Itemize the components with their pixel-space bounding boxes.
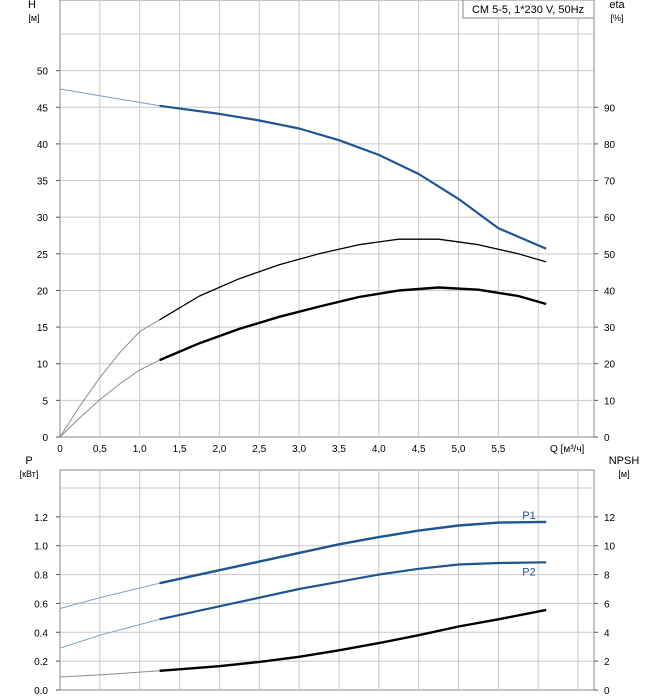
efficiency-tick-label: 60 xyxy=(604,213,616,224)
npsh-tick-label: 8 xyxy=(604,571,610,582)
efficiency-curve-extrapolated-line xyxy=(59,319,160,438)
flow-tick-label: 5,5 xyxy=(491,444,505,455)
head-curve-line xyxy=(159,104,547,250)
efficiency-tick-label: 50 xyxy=(604,250,616,261)
series-label-p2: P2 xyxy=(522,566,535,578)
efficiency-tick-label: 70 xyxy=(604,177,616,188)
head-tick-label: 25 xyxy=(37,250,49,261)
head-tick-label: 35 xyxy=(37,177,49,188)
head-chart-frame xyxy=(59,0,595,438)
head-tick-label: 10 xyxy=(37,360,49,371)
title-box xyxy=(462,0,595,19)
power-tick-label: 0.4 xyxy=(34,628,48,639)
head-axis-label: H xyxy=(28,0,36,11)
head-tick-label: 40 xyxy=(37,140,49,151)
power-axis-label: P xyxy=(25,455,32,467)
power-tick-label: 0.8 xyxy=(34,571,48,582)
efficiency-tick-label: 20 xyxy=(604,360,616,371)
head-axis-unit: [м] xyxy=(28,13,39,23)
efficiency-axis-ticks: 0 10 20 30 40 50 60 70 80 90 xyxy=(594,103,616,444)
head-tick-label: 20 xyxy=(37,286,49,297)
head-tick-label: 50 xyxy=(37,67,49,78)
head-axis-ticks: 0 5 10 15 20 25 30 35 40 45 50 xyxy=(37,67,60,444)
flow-tick-label: 3,0 xyxy=(292,444,306,455)
flow-tick-label: 3,5 xyxy=(332,444,346,455)
efficiency-total-curve-line xyxy=(159,286,547,362)
p1-curve-extrapolated-line xyxy=(59,582,160,609)
npsh-axis-ticks: 0 2 4 6 8 10 12 xyxy=(594,513,616,697)
power-chart-grid xyxy=(60,470,594,690)
npsh-curve-extrapolated-line xyxy=(59,670,160,678)
flow-axis-label: Q [м³/ч] xyxy=(550,444,585,455)
chart-title: CM 5-5, 1*230 V, 50Hz xyxy=(472,4,584,16)
npsh-axis-unit: [м] xyxy=(618,469,629,479)
head-tick-label: 30 xyxy=(37,213,49,224)
flow-tick-label: 2,0 xyxy=(212,444,226,455)
power-tick-label: 0.2 xyxy=(34,657,48,668)
head-tick-label: 45 xyxy=(37,103,49,114)
efficiency-total-curve-extrapolated-line xyxy=(59,359,160,438)
npsh-curve-line xyxy=(159,608,547,672)
series-label-p1: P1 xyxy=(522,510,535,522)
npsh-tick-label: 6 xyxy=(604,599,610,610)
power-chart-series xyxy=(59,520,547,678)
flow-tick-label: 4,5 xyxy=(412,444,426,455)
flow-tick-label: 4,0 xyxy=(372,444,386,455)
npsh-tick-label: 0 xyxy=(604,686,610,697)
head-chart-series xyxy=(59,88,547,438)
npsh-tick-label: 2 xyxy=(604,657,610,668)
efficiency-tick-label: 0 xyxy=(604,433,610,444)
flow-tick-label: 1,5 xyxy=(173,444,187,455)
flow-tick-label: 2,5 xyxy=(252,444,266,455)
power-tick-label: 0.0 xyxy=(34,686,48,697)
efficiency-curve-line xyxy=(159,238,547,321)
efficiency-tick-label: 30 xyxy=(604,323,616,334)
flow-tick-label: 5,0 xyxy=(452,444,466,455)
efficiency-tick-label: 80 xyxy=(604,140,616,151)
p2-curve-line xyxy=(159,561,547,621)
power-axis-ticks: 0.0 0.2 0.4 0.6 0.8 1.0 1.2 xyxy=(34,513,60,697)
npsh-axis-label: NPSH xyxy=(609,455,640,467)
flow-tick-label: 0 xyxy=(57,444,63,455)
flow-axis-ticks: 0 0,5 1,0 1,5 2,0 2,5 3,0 3,5 4,0 4,5 5,0 5,5 xyxy=(57,444,506,455)
head-efficiency-chart: 0 5 10 15 20 25 30 35 40 45 50 0 10 20 30 40 50 60 70 80 90… xyxy=(28,0,626,455)
npsh-tick-label: 10 xyxy=(604,542,616,553)
efficiency-tick-label: 90 xyxy=(604,103,616,114)
power-tick-label: 0.6 xyxy=(34,599,48,610)
power-axis-unit: [кВт] xyxy=(20,469,39,479)
efficiency-axis-label: eta xyxy=(609,0,625,11)
efficiency-tick-label: 40 xyxy=(604,286,616,297)
p1-curve-line xyxy=(159,520,547,585)
head-tick-label: 0 xyxy=(42,433,48,444)
efficiency-tick-label: 10 xyxy=(604,396,616,407)
power-chart-frame xyxy=(59,469,595,691)
head-chart-grid xyxy=(60,0,594,437)
power-tick-label: 1.2 xyxy=(34,513,48,524)
npsh-tick-label: 4 xyxy=(604,628,610,639)
power-tick-label: 1.0 xyxy=(34,542,48,553)
efficiency-axis-unit: [%] xyxy=(610,13,623,23)
head-tick-label: 15 xyxy=(37,323,49,334)
head-curve-extrapolated-line xyxy=(59,88,160,107)
flow-tick-label: 0,5 xyxy=(93,444,107,455)
head-tick-label: 5 xyxy=(42,396,48,407)
npsh-tick-label: 12 xyxy=(604,513,616,524)
flow-tick-label: 1,0 xyxy=(133,444,147,455)
p2-curve-extrapolated-line xyxy=(59,618,160,649)
